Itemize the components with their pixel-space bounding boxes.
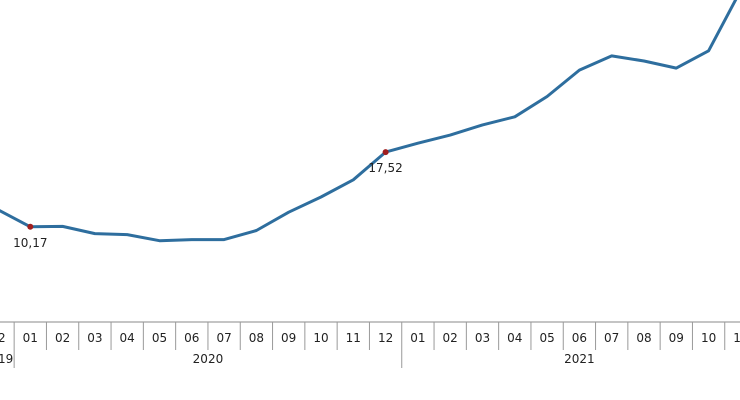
data-label: 17,52 — [368, 161, 402, 175]
x-tick-label: 07 — [216, 331, 231, 345]
data-point-marker — [382, 149, 389, 156]
x-tick-label: 08 — [636, 331, 651, 345]
x-tick-label: 02 — [443, 331, 458, 345]
x-tick-label: 05 — [539, 331, 554, 345]
series-line — [0, 0, 738, 243]
x-tick-label: 12 — [0, 331, 6, 345]
x-tick-label: 10 — [313, 331, 328, 345]
x-tick-label: 11 — [733, 331, 740, 345]
x-tick-label: 03 — [475, 331, 490, 345]
data-point-marker — [27, 223, 34, 230]
series-layer — [0, 0, 738, 243]
x-tick-label: 08 — [249, 331, 264, 345]
x-tick-label: 09 — [669, 331, 684, 345]
x-tick-label: 07 — [604, 331, 619, 345]
data-label: 10,17 — [13, 236, 47, 250]
x-tick-label: 04 — [507, 331, 522, 345]
year-label: 2021 — [564, 352, 595, 366]
x-tick-label: 06 — [572, 331, 587, 345]
x-tick-label: 05 — [152, 331, 167, 345]
x-tick-label: 09 — [281, 331, 296, 345]
x-tick-label: 04 — [120, 331, 135, 345]
x-tick-label: 10 — [701, 331, 716, 345]
x-tick-label: 06 — [184, 331, 199, 345]
x-tick-label: 12 — [378, 331, 393, 345]
x-axis: 12 01 02 03 04 05 06 07 08 09 10 11 12 01 02 03 04 05 06 07… — [0, 321, 740, 368]
x-tick-label: 02 — [55, 331, 70, 345]
x-tick-label: 01 — [23, 331, 38, 345]
x-tick-label: 11 — [346, 331, 361, 345]
year-label: 2019 — [0, 352, 13, 366]
x-tick-label: 03 — [87, 331, 102, 345]
x-tick-label: 01 — [410, 331, 425, 345]
year-label: 2020 — [193, 352, 224, 366]
